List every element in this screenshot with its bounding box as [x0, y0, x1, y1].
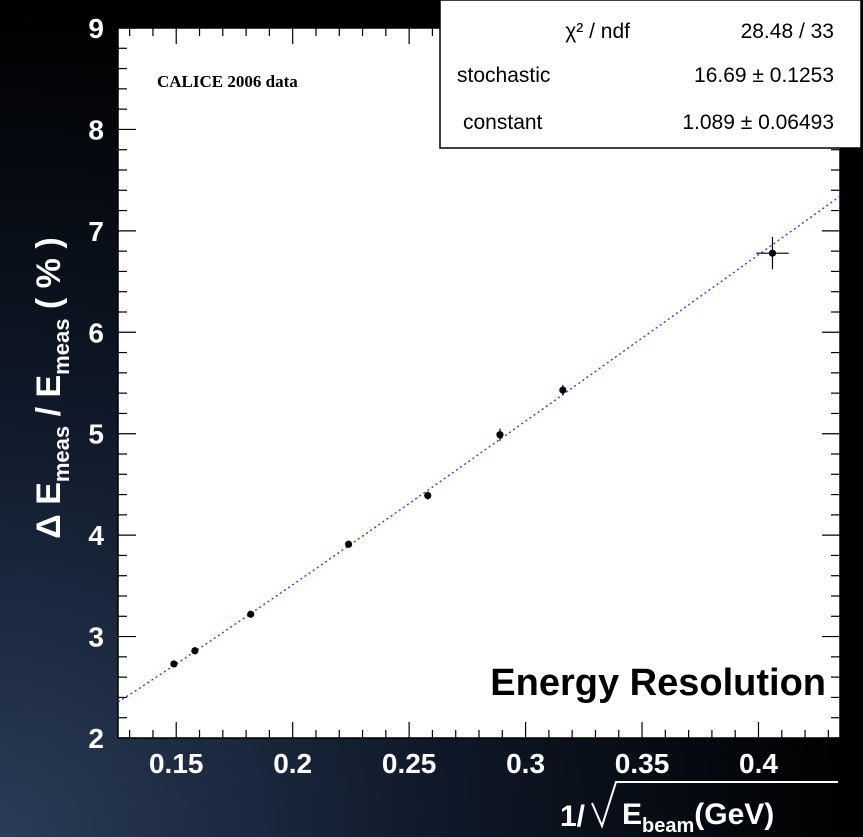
data-point	[559, 386, 567, 394]
x-tick-labels: 0.15 0.2 0.25 0.3 0.35 0.4	[149, 748, 778, 779]
data-point	[191, 647, 199, 655]
data-point	[344, 540, 353, 548]
x-tick-label: 0.3	[506, 748, 545, 779]
y-tick-label: 9	[88, 13, 104, 44]
stats-chi2-label: χ² / ndf	[565, 20, 630, 43]
stats-stochastic-value: 16.69 ± 0.1253	[694, 64, 834, 87]
data-points	[170, 236, 789, 668]
stats-box: χ² / ndf 28.48 / 33 stochastic 16.69 ± 0…	[439, 0, 862, 149]
x-axis-label: 1/ Ebeam(GeV)	[560, 781, 838, 837]
y-tick-labels: 2 3 4 5 6 7 8 9	[88, 13, 104, 754]
data-point	[170, 660, 178, 668]
y-tick-label: 7	[88, 216, 104, 247]
chart-annotation: CALICE 2006 data	[157, 72, 298, 91]
x-tick-label: 0.35	[615, 748, 670, 779]
y-tick-label: 2	[88, 723, 104, 754]
overlay-title: Energy Resolution	[490, 662, 826, 704]
x-tick-label: 0.15	[149, 748, 204, 779]
y-tick-label: 8	[88, 114, 104, 145]
stats-constant-label: constant	[463, 111, 543, 134]
y-tick-label: 4	[88, 520, 104, 551]
x-tick-label: 0.2	[273, 748, 312, 779]
x-tick-label: 0.25	[382, 748, 437, 779]
data-point	[768, 249, 777, 257]
y-tick-label: 5	[88, 419, 104, 450]
svg-text:1/: 1/	[560, 800, 586, 833]
data-point	[247, 610, 255, 618]
stats-constant-value: 1.089 ± 0.06493	[682, 111, 834, 134]
stats-stochastic-label: stochastic	[457, 64, 550, 87]
y-axis-label: Δ Emeas / Emeas ( % )	[30, 237, 74, 538]
y-tick-label: 3	[88, 622, 104, 653]
x-tick-label: 0.4	[739, 748, 778, 779]
data-point	[496, 431, 504, 439]
y-tick-label: 6	[88, 317, 104, 348]
svg-text:Ebeam(GeV): Ebeam(GeV)	[622, 798, 774, 837]
stats-chi2-value: 28.48 / 33	[741, 20, 834, 43]
data-point	[424, 491, 432, 500]
